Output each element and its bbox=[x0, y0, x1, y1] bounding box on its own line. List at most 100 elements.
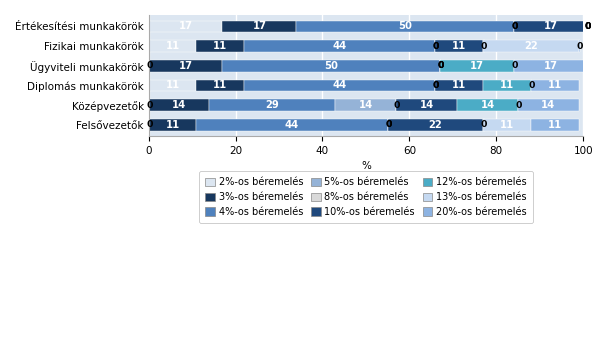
Text: 14: 14 bbox=[541, 100, 556, 110]
Text: 17: 17 bbox=[544, 61, 558, 71]
Text: 0: 0 bbox=[511, 22, 517, 31]
Bar bbox=[440, 60, 514, 72]
Bar bbox=[440, 60, 441, 72]
Text: 11: 11 bbox=[500, 120, 514, 130]
Bar bbox=[148, 60, 150, 72]
Text: 11: 11 bbox=[213, 41, 227, 51]
Text: 0: 0 bbox=[385, 120, 392, 129]
Bar bbox=[514, 20, 515, 32]
Text: 22: 22 bbox=[429, 120, 442, 130]
Text: 0: 0 bbox=[585, 22, 592, 31]
Bar bbox=[531, 119, 579, 131]
Bar bbox=[483, 40, 485, 52]
Text: 11: 11 bbox=[548, 80, 562, 90]
Bar bbox=[483, 119, 531, 131]
Text: 17: 17 bbox=[252, 22, 266, 31]
Bar bbox=[587, 20, 589, 32]
Bar bbox=[440, 60, 441, 72]
Bar bbox=[148, 60, 223, 72]
Bar bbox=[440, 60, 441, 72]
Text: 0: 0 bbox=[433, 81, 440, 90]
Text: 17: 17 bbox=[179, 22, 193, 31]
Bar bbox=[587, 20, 589, 32]
Bar bbox=[514, 20, 587, 32]
Text: 0: 0 bbox=[481, 42, 487, 50]
Bar bbox=[514, 20, 515, 32]
Bar bbox=[388, 119, 483, 131]
Text: 44: 44 bbox=[333, 41, 347, 51]
Legend: 2%-os béremelés, 3%-os béremelés, 4%-os béremelés, 5%-os béremelés, 8%-os béreme: 2%-os béremelés, 3%-os béremelés, 4%-os … bbox=[199, 171, 533, 223]
Text: 11: 11 bbox=[452, 41, 466, 51]
Bar bbox=[483, 40, 579, 52]
Text: 14: 14 bbox=[420, 100, 434, 110]
Text: 0: 0 bbox=[511, 61, 517, 70]
Bar bbox=[244, 40, 435, 52]
Text: 17: 17 bbox=[470, 61, 484, 71]
Bar bbox=[223, 20, 296, 32]
Text: 0: 0 bbox=[585, 22, 592, 31]
Text: 0: 0 bbox=[585, 22, 592, 31]
Bar bbox=[196, 40, 244, 52]
Bar bbox=[483, 79, 531, 91]
Text: 0: 0 bbox=[433, 81, 440, 90]
Bar bbox=[148, 99, 209, 111]
Bar bbox=[148, 119, 150, 131]
Text: 0: 0 bbox=[146, 120, 153, 129]
Bar bbox=[483, 119, 485, 131]
Text: 11: 11 bbox=[452, 80, 466, 90]
Bar bbox=[435, 79, 437, 91]
Text: 0: 0 bbox=[511, 22, 517, 31]
Bar bbox=[296, 20, 514, 32]
Bar bbox=[587, 20, 589, 32]
Text: 44: 44 bbox=[285, 120, 299, 130]
Bar bbox=[196, 79, 244, 91]
Text: 22: 22 bbox=[524, 41, 538, 51]
Text: 11: 11 bbox=[165, 120, 179, 130]
Bar bbox=[435, 79, 483, 91]
Text: 17: 17 bbox=[544, 22, 558, 31]
Bar bbox=[148, 119, 196, 131]
Text: 17: 17 bbox=[179, 61, 193, 71]
Text: 0: 0 bbox=[516, 101, 522, 109]
Bar bbox=[435, 79, 437, 91]
Bar bbox=[196, 119, 388, 131]
Text: 0: 0 bbox=[385, 120, 392, 129]
Text: 14: 14 bbox=[480, 100, 495, 110]
Bar bbox=[518, 99, 519, 111]
Bar bbox=[435, 40, 437, 52]
Bar bbox=[388, 119, 389, 131]
Text: 11: 11 bbox=[548, 120, 562, 130]
Text: 14: 14 bbox=[359, 100, 373, 110]
Bar bbox=[396, 99, 457, 111]
Text: 50: 50 bbox=[324, 61, 338, 71]
Text: 11: 11 bbox=[165, 80, 179, 90]
Bar bbox=[457, 99, 518, 111]
Bar bbox=[148, 79, 196, 91]
Bar bbox=[396, 99, 398, 111]
Text: 0: 0 bbox=[437, 61, 444, 70]
Text: 44: 44 bbox=[333, 80, 347, 90]
Text: 0: 0 bbox=[146, 101, 153, 109]
Bar bbox=[514, 60, 515, 72]
Text: 14: 14 bbox=[172, 100, 186, 110]
Bar bbox=[148, 40, 196, 52]
Text: 0: 0 bbox=[394, 101, 400, 109]
Text: 0: 0 bbox=[146, 61, 153, 70]
Bar bbox=[388, 119, 389, 131]
Bar bbox=[336, 99, 396, 111]
Text: 0: 0 bbox=[528, 81, 535, 90]
Text: 0: 0 bbox=[433, 42, 440, 50]
Text: 29: 29 bbox=[266, 100, 279, 110]
Bar bbox=[531, 79, 579, 91]
Bar bbox=[531, 79, 533, 91]
Bar bbox=[435, 40, 483, 52]
Text: 0: 0 bbox=[576, 42, 582, 50]
Text: 50: 50 bbox=[398, 22, 412, 31]
Bar bbox=[579, 40, 580, 52]
Bar bbox=[148, 99, 150, 111]
Text: 11: 11 bbox=[213, 80, 227, 90]
Bar bbox=[148, 20, 223, 32]
Text: 0: 0 bbox=[437, 61, 444, 70]
X-axis label: %: % bbox=[361, 161, 371, 172]
Bar bbox=[514, 60, 587, 72]
